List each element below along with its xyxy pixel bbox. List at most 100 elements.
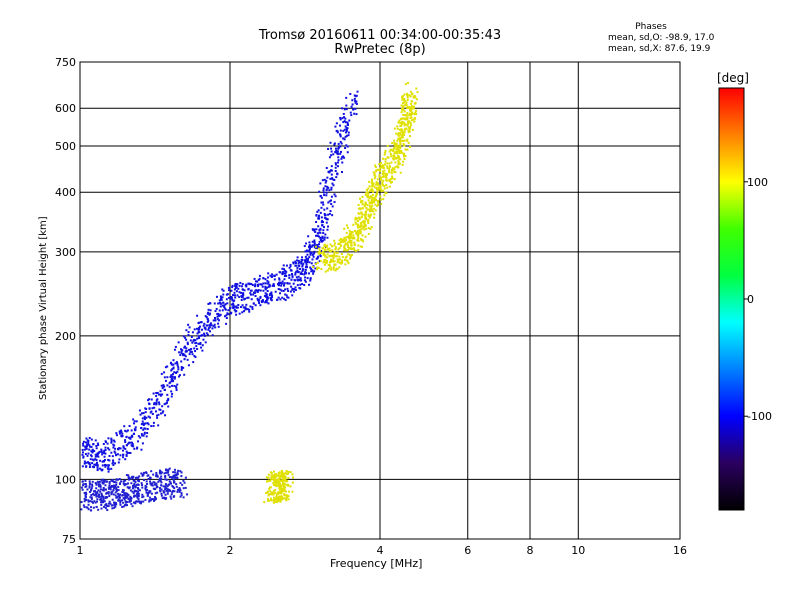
o-mode-point bbox=[327, 225, 330, 228]
x-tick-label: 4 bbox=[377, 544, 384, 557]
x-mode-point bbox=[393, 170, 396, 173]
o-mode-point bbox=[291, 287, 294, 290]
o-mode-point bbox=[145, 407, 148, 410]
es-patch-point bbox=[279, 492, 282, 495]
o-mode-point bbox=[194, 356, 197, 359]
o-mode-point bbox=[265, 293, 268, 296]
e-layer-point bbox=[117, 492, 120, 495]
o-mode-point bbox=[225, 317, 228, 320]
o-mode-point bbox=[175, 371, 178, 374]
x-mode-point bbox=[364, 215, 367, 218]
o-mode-point bbox=[211, 327, 214, 330]
o-mode-point bbox=[264, 292, 267, 295]
o-mode-point bbox=[131, 443, 134, 446]
es-patch-point bbox=[273, 496, 276, 499]
es-patch-point bbox=[286, 473, 289, 476]
x-mode-point bbox=[348, 232, 351, 235]
x-mode-point bbox=[390, 161, 393, 164]
o-mode-point bbox=[328, 189, 331, 192]
x-mode-point bbox=[334, 246, 337, 249]
x-mode-point bbox=[324, 249, 327, 252]
o-mode-point bbox=[292, 282, 295, 285]
o-mode-point bbox=[265, 296, 268, 299]
o-mode-point bbox=[163, 388, 166, 391]
e-layer-point bbox=[160, 488, 163, 491]
o-mode-point bbox=[227, 296, 230, 299]
x-mode-point bbox=[346, 249, 349, 252]
o-mode-point bbox=[346, 121, 349, 124]
o-mode-point bbox=[342, 112, 345, 115]
o-mode-point bbox=[180, 366, 183, 369]
o-mode-point bbox=[277, 296, 280, 299]
e-layer-point bbox=[109, 488, 112, 491]
e-layer-point bbox=[128, 476, 131, 479]
e-layer-point bbox=[90, 489, 93, 492]
x-mode-point bbox=[346, 243, 349, 246]
e-layer-point bbox=[134, 476, 137, 479]
x-mode-point bbox=[362, 219, 365, 222]
x-mode-point bbox=[388, 167, 391, 170]
x-mode-point bbox=[410, 105, 413, 108]
e-layer-point bbox=[173, 490, 176, 493]
e-layer-point bbox=[158, 469, 161, 472]
o-mode-point bbox=[308, 249, 311, 252]
x-mode-point bbox=[350, 248, 353, 251]
o-mode-point bbox=[176, 370, 179, 373]
o-mode-point bbox=[196, 327, 199, 330]
o-mode-point bbox=[177, 368, 180, 371]
o-mode-point bbox=[183, 346, 186, 349]
e-layer-point bbox=[140, 502, 143, 505]
e-layer-point bbox=[130, 497, 133, 500]
o-mode-point bbox=[266, 296, 269, 299]
x-mode-point bbox=[396, 125, 399, 128]
o-mode-point bbox=[237, 303, 240, 306]
x-mode-point bbox=[407, 129, 410, 132]
o-mode-point bbox=[230, 289, 233, 292]
o-mode-point bbox=[96, 469, 99, 472]
x-mode-point bbox=[367, 215, 370, 218]
o-mode-point bbox=[83, 448, 86, 451]
e-layer-point bbox=[105, 503, 108, 506]
x-mode-point bbox=[370, 185, 373, 188]
o-mode-point bbox=[171, 368, 174, 371]
o-mode-point bbox=[205, 332, 208, 335]
x-mode-point bbox=[344, 263, 347, 266]
e-layer-point bbox=[83, 505, 86, 508]
e-layer-point bbox=[155, 471, 158, 474]
o-mode-point bbox=[118, 430, 121, 433]
o-mode-point bbox=[286, 282, 289, 285]
o-mode-point bbox=[190, 335, 193, 338]
o-mode-point bbox=[169, 381, 172, 384]
e-layer-point bbox=[115, 503, 118, 506]
e-layer-point bbox=[159, 487, 162, 490]
o-mode-point bbox=[230, 311, 233, 314]
es-patch-point bbox=[282, 490, 285, 493]
o-mode-point bbox=[85, 441, 88, 444]
x-mode-point bbox=[341, 256, 344, 259]
x-mode-point bbox=[394, 150, 397, 153]
o-mode-point bbox=[88, 462, 91, 465]
x-mode-point bbox=[373, 213, 376, 216]
x-mode-point bbox=[360, 239, 363, 242]
o-mode-point bbox=[294, 271, 297, 274]
o-mode-point bbox=[340, 171, 343, 174]
e-layer-point bbox=[140, 482, 143, 485]
x-mode-point bbox=[406, 93, 409, 96]
es-patch-point bbox=[270, 499, 273, 502]
es-patch-point bbox=[273, 481, 276, 484]
o-mode-point bbox=[85, 447, 88, 450]
o-mode-point bbox=[284, 270, 287, 273]
x-mode-point bbox=[379, 166, 382, 169]
o-mode-point bbox=[266, 301, 269, 304]
e-layer-point bbox=[176, 490, 179, 493]
o-mode-point bbox=[161, 405, 164, 408]
o-mode-point bbox=[251, 307, 254, 310]
o-mode-point bbox=[320, 206, 323, 209]
o-mode-point bbox=[330, 173, 333, 176]
x-mode-point bbox=[391, 167, 394, 170]
o-mode-point bbox=[254, 280, 257, 283]
e-layer-point bbox=[147, 474, 150, 477]
e-layer-point bbox=[169, 490, 172, 493]
e-layer-point bbox=[162, 490, 165, 493]
es-patch-point bbox=[282, 472, 285, 475]
